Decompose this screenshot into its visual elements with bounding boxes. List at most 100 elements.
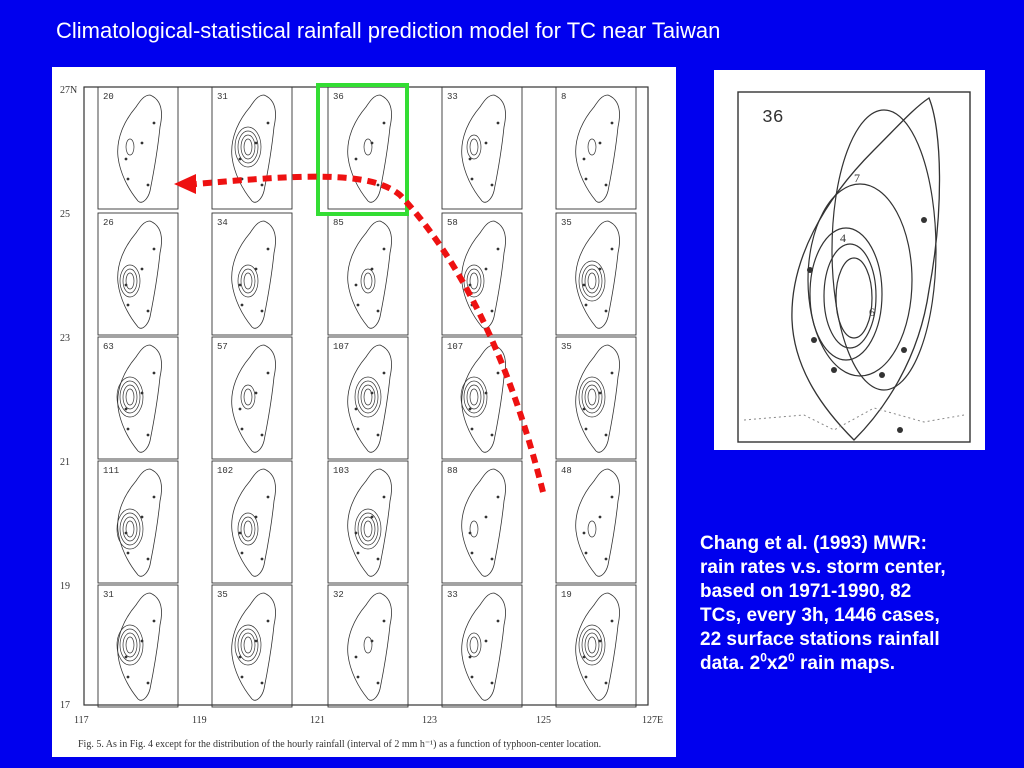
station-dot: [140, 141, 144, 145]
station-dot: [124, 283, 128, 287]
slide-title: Climatological-statistical rainfall pred…: [56, 18, 721, 43]
panel-border: [97, 86, 179, 210]
inset-station-dot: [921, 217, 927, 223]
notes-line-6-prefix: data. 2: [700, 653, 761, 674]
panel-case-count: 36: [333, 92, 344, 102]
station-dot: [598, 515, 602, 519]
rainfall-contour: [466, 134, 482, 160]
rainfall-contour: [234, 624, 262, 666]
station-dot: [146, 557, 150, 561]
rainfall-contour: [116, 508, 144, 550]
latitude-label: 23: [60, 333, 70, 344]
station-dot: [238, 157, 242, 161]
station-dot: [598, 639, 602, 643]
rainfall-contour: [240, 632, 256, 658]
rainfall-contour: [122, 632, 138, 658]
rainfall-contour: [125, 520, 135, 538]
station-dot: [610, 247, 614, 251]
longitude-label: 123: [422, 715, 437, 726]
station-dot: [376, 681, 380, 685]
station-dot: [124, 655, 128, 659]
station-dot: [260, 183, 264, 187]
panel-border: [97, 584, 179, 708]
rainfall-contour: [584, 268, 600, 294]
panel-case-count: 35: [561, 218, 572, 228]
panel-border: [97, 212, 179, 336]
panel-case-count: 102: [217, 466, 233, 476]
station-dot: [240, 303, 244, 307]
station-dot: [490, 309, 494, 313]
panel-border: [441, 584, 523, 708]
panel-case-count: 63: [103, 342, 114, 352]
station-dot: [496, 121, 500, 125]
rainfall-contour: [116, 376, 144, 418]
island-outline: [117, 220, 162, 329]
panel-border: [555, 584, 637, 708]
inset-rainfall-contour: [831, 109, 937, 391]
island-outline: [575, 94, 620, 203]
station-dot: [604, 309, 608, 313]
station-dot: [240, 177, 244, 181]
latitude-label: 21: [60, 457, 70, 468]
inset-rainfall-contour: [835, 257, 873, 339]
station-dot: [254, 141, 258, 145]
panel-border: [327, 86, 409, 210]
station-dot: [582, 655, 586, 659]
station-dot: [254, 267, 258, 271]
notes-line-6-mid: x2: [766, 653, 789, 674]
rainfall-contour: [354, 376, 382, 418]
station-dot: [470, 427, 474, 431]
island-outline: [461, 94, 506, 203]
rainfall-panel: 36: [327, 86, 409, 210]
rainfall-contour: [587, 636, 597, 654]
station-dot: [598, 267, 602, 271]
rainfall-panel: 20: [97, 86, 179, 210]
rainfall-panel: 58: [441, 212, 523, 336]
inset-station-dot: [897, 427, 903, 433]
station-dot: [354, 157, 358, 161]
rainfall-contour: [466, 632, 482, 658]
station-dot: [490, 681, 494, 685]
island-outline: [231, 592, 276, 701]
rainfall-panel: 85: [327, 212, 409, 336]
panel-case-count: 34: [217, 218, 228, 228]
station-dot: [240, 675, 244, 679]
island-outline: [575, 468, 620, 577]
rainfall-contour: [354, 508, 382, 550]
station-dot: [470, 551, 474, 555]
station-dot: [382, 121, 386, 125]
latitude-label: 25: [60, 209, 70, 220]
island-outline: [117, 344, 162, 453]
station-dot: [356, 177, 360, 181]
rainfall-panel: 57: [211, 336, 293, 460]
panel-case-count: 33: [447, 590, 458, 600]
panel-border: [327, 584, 409, 708]
rainfall-contour: [243, 636, 253, 654]
station-dot: [356, 303, 360, 307]
panel-case-count: 20: [103, 92, 114, 102]
rainfall-panel: 34: [211, 212, 293, 336]
panel-border: [327, 212, 409, 336]
island-outline: [461, 592, 506, 701]
station-dot: [266, 495, 270, 499]
station-dot: [124, 407, 128, 411]
station-dot: [152, 495, 156, 499]
panel-case-count: 107: [333, 342, 349, 352]
station-dot: [146, 433, 150, 437]
panel-border: [211, 460, 293, 584]
panel-border: [555, 336, 637, 460]
station-dot: [376, 433, 380, 437]
station-dot: [382, 495, 386, 499]
station-dot: [582, 531, 586, 535]
inset-contour-label: 6: [869, 305, 875, 319]
rainfall-panel: 107: [441, 336, 523, 460]
notes-line-3: based on 1971-1990, 82: [700, 581, 912, 602]
station-dot: [124, 157, 128, 161]
station-dot: [468, 283, 472, 287]
rainfall-contour: [237, 628, 259, 662]
panel-border: [441, 212, 523, 336]
longitude-label: 125: [536, 715, 551, 726]
station-dot: [238, 655, 242, 659]
panel-border: [441, 460, 523, 584]
station-dot: [152, 247, 156, 251]
